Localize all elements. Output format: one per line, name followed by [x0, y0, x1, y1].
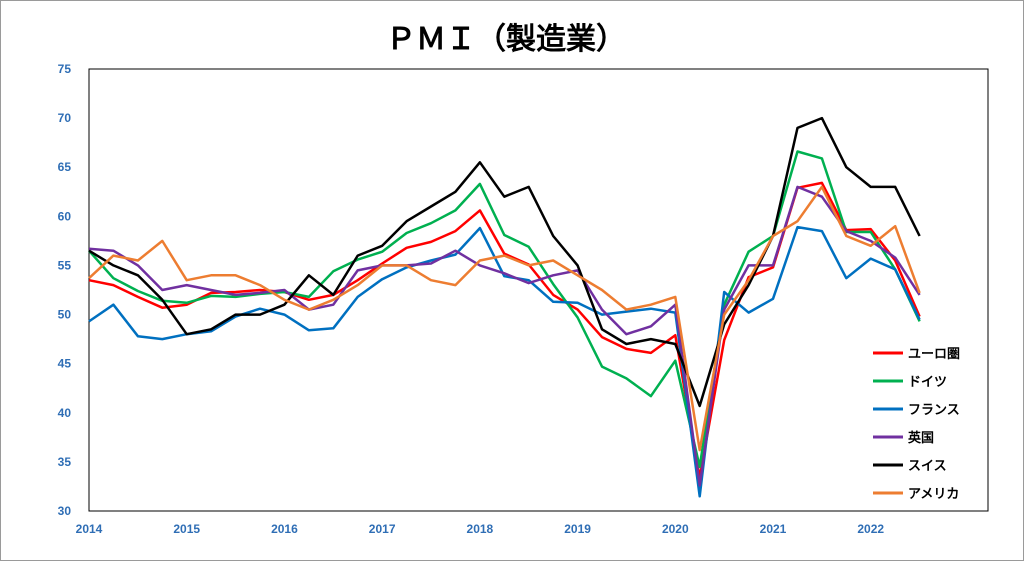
legend-label: フランス — [908, 403, 960, 418]
y-tick-label: 75 — [58, 62, 72, 76]
series-layer — [88, 116, 921, 498]
legend-label: ドイツ — [908, 375, 947, 390]
x-axis: 2014 2015 2016 2017 2018 2019 2020 2021 2022 — [76, 522, 885, 536]
legend-label: スイス — [908, 459, 947, 474]
legend-label: アメリカ — [908, 487, 959, 502]
y-tick-label: 55 — [58, 258, 72, 272]
x-tick-label: 2015 — [173, 522, 200, 536]
x-tick-label: 2019 — [564, 522, 591, 536]
series-line-6 — [88, 185, 921, 452]
y-tick-label: 45 — [58, 357, 72, 371]
legend-label: ユーロ圏 — [908, 347, 960, 362]
y-tick-label: 40 — [58, 406, 72, 420]
x-tick-label: 2016 — [271, 522, 298, 536]
x-tick-label: 2021 — [760, 522, 787, 536]
y-tick-label: 50 — [58, 308, 72, 322]
y-tick-label: 35 — [58, 455, 72, 469]
y-tick-label: 60 — [58, 209, 72, 223]
series-line-2 — [88, 150, 921, 469]
x-tick-label: 2018 — [467, 522, 494, 536]
y-tick-label: 30 — [58, 504, 72, 518]
series-line-5 — [88, 116, 921, 408]
y-tick-label: 65 — [58, 160, 72, 174]
x-tick-label: 2014 — [76, 522, 103, 536]
x-tick-label: 2020 — [662, 522, 689, 536]
chart-title: ＰＭＩ（製造業） — [386, 22, 626, 57]
series-line-4 — [88, 185, 921, 487]
y-tick-label: 70 — [58, 111, 72, 125]
plot-area — [88, 68, 989, 512]
series-line-3 — [88, 225, 921, 498]
x-tick-label: 2022 — [857, 522, 884, 536]
legend-label: 英国 — [907, 430, 934, 446]
x-tick-label: 2017 — [369, 522, 396, 536]
y-axis: 30 35 40 45 50 55 60 65 70 75 — [58, 62, 72, 518]
